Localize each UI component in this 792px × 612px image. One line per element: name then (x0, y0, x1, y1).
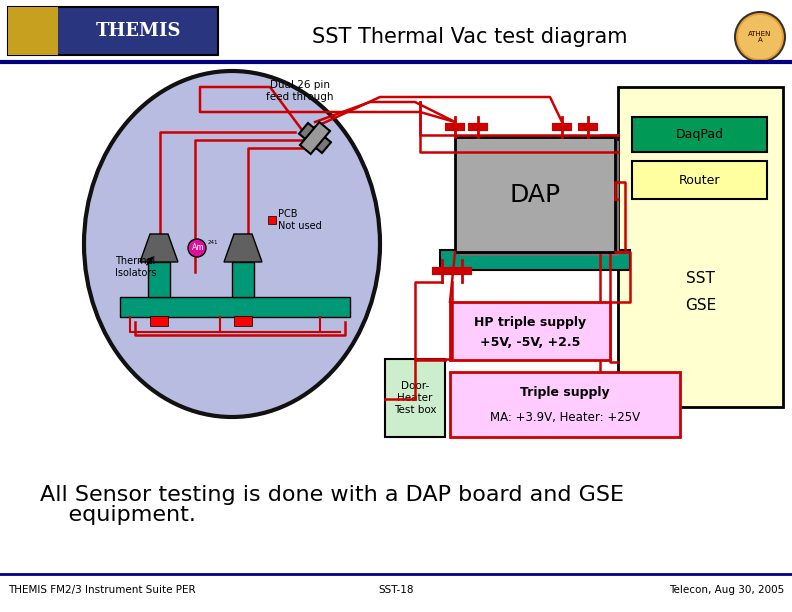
Bar (440, 250, 630, 270)
Text: PCB
Not used: PCB Not used (278, 209, 322, 231)
Bar (150, 316, 168, 326)
Text: Telecon, Aug 30, 2005: Telecon, Aug 30, 2005 (668, 585, 784, 595)
Text: All Sensor testing is done with a DAP board and GSE: All Sensor testing is done with a DAP bo… (40, 485, 624, 505)
Text: Thermal
Isolators: Thermal Isolators (115, 256, 157, 278)
Bar (455, 137, 615, 252)
Text: DAP: DAP (509, 182, 561, 206)
Text: HP triple supply: HP triple supply (474, 316, 586, 329)
Text: SST Thermal Vac test diagram: SST Thermal Vac test diagram (312, 27, 628, 47)
Bar (234, 316, 252, 326)
Bar (299, 123, 331, 153)
Text: Door-
Heater
Test box: Door- Heater Test box (394, 381, 436, 414)
Ellipse shape (188, 239, 206, 257)
Text: equipment.: equipment. (40, 505, 196, 525)
Bar (632, 161, 767, 199)
Ellipse shape (84, 71, 380, 417)
Bar (148, 262, 170, 297)
Text: +5V, -5V, +2.5: +5V, -5V, +2.5 (480, 336, 581, 349)
Polygon shape (140, 234, 178, 262)
Bar (120, 297, 350, 317)
Circle shape (738, 15, 782, 59)
Bar (632, 117, 767, 152)
Text: Triple supply: Triple supply (520, 386, 610, 399)
Circle shape (735, 12, 785, 62)
Text: Am: Am (192, 244, 204, 253)
Text: SST
GSE: SST GSE (685, 271, 716, 313)
Bar (450, 372, 680, 437)
Bar (618, 87, 783, 407)
Text: MA: +3.9V, Heater: +25V: MA: +3.9V, Heater: +25V (490, 411, 640, 424)
Bar (385, 359, 445, 437)
Bar (8, 7, 58, 55)
Bar (450, 302, 610, 360)
Bar (232, 262, 254, 297)
Text: THEMIS FM2/3 Instrument Suite PER: THEMIS FM2/3 Instrument Suite PER (8, 585, 196, 595)
Text: Dual 26 pin
feed through: Dual 26 pin feed through (266, 80, 333, 102)
Text: Router: Router (679, 173, 720, 187)
Text: DaqPad: DaqPad (676, 128, 724, 141)
Bar (459, 141, 619, 256)
Text: SST-18: SST-18 (379, 585, 413, 595)
Text: 241: 241 (208, 241, 219, 245)
Bar (300, 122, 330, 154)
Bar (8, 7, 218, 55)
Bar (268, 216, 276, 224)
Polygon shape (224, 234, 262, 262)
Text: ATHEN
A: ATHEN A (748, 31, 771, 43)
Text: THEMIS: THEMIS (95, 22, 181, 40)
